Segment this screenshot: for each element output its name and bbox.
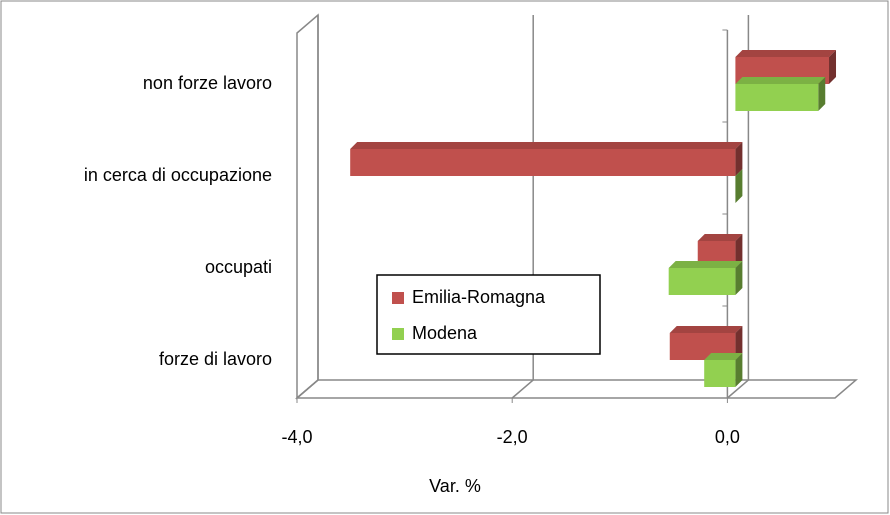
bar-top xyxy=(735,50,837,57)
y-tick-label: occupati xyxy=(205,257,272,277)
grid-line xyxy=(511,15,534,399)
bar-side xyxy=(829,50,837,84)
bar-top xyxy=(735,77,826,84)
bar-side xyxy=(735,169,743,203)
bar-top xyxy=(669,326,743,333)
bar xyxy=(735,84,819,111)
bar-side xyxy=(735,234,743,268)
bar-side xyxy=(735,326,743,360)
x-tick-label: -4,0 xyxy=(281,427,312,447)
legend-label: Modena xyxy=(412,323,478,343)
bar-top xyxy=(350,142,743,149)
grid-line xyxy=(296,15,319,399)
grid-line xyxy=(726,15,750,399)
x-tick-label: 0,0 xyxy=(715,427,740,447)
legend: Emilia-Romagna Modena xyxy=(376,274,601,355)
x-tick-label: -2,0 xyxy=(497,427,528,447)
bar-side xyxy=(818,77,826,111)
bar xyxy=(704,360,736,387)
bar-top xyxy=(697,234,743,241)
bar xyxy=(350,149,736,176)
legend-box xyxy=(376,274,601,355)
bar-top xyxy=(704,353,743,360)
bar-side xyxy=(735,261,743,295)
legend-label: Emilia-Romagna xyxy=(412,287,546,307)
legend-swatch xyxy=(392,292,404,304)
bar xyxy=(668,268,736,295)
bar-side xyxy=(735,142,743,176)
bar-top xyxy=(668,261,743,268)
y-tick-label: forze di lavoro xyxy=(159,349,272,369)
legend-swatch xyxy=(392,328,404,340)
bar-side xyxy=(735,353,743,387)
y-tick-label: non forze lavoro xyxy=(143,73,272,93)
x-axis-label: Var. % xyxy=(429,476,481,496)
y-tick-label: in cerca di occupazione xyxy=(84,165,272,185)
